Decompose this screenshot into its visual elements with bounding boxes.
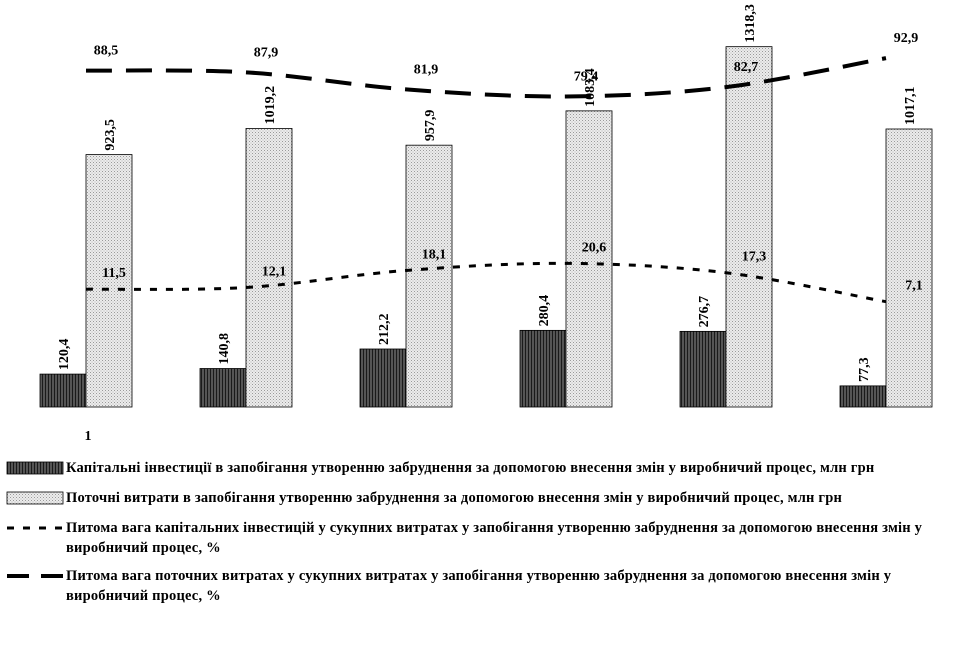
legend-label-current-expenses: Поточні витрати в запобігання утворенню … xyxy=(66,490,843,506)
current-expenses-value-label: 1318,3 xyxy=(743,4,758,43)
legend-item-capital-share: Питома вага капітальних інвестицій у сук… xyxy=(4,518,966,558)
current-expenses-bar xyxy=(885,128,933,408)
current-share-value-label: 81,9 xyxy=(414,62,439,77)
current-expenses-bar xyxy=(725,46,773,408)
capital-share-value-label: 11,5 xyxy=(102,266,126,281)
legend-item-capital-investment: Капітальні інвестиції в запобігання утво… xyxy=(4,458,966,480)
capital-investment-bar xyxy=(839,385,887,408)
current-expenses-bar xyxy=(85,154,133,408)
legend-label-capital-share: Питома вага капітальних інвестицій у сук… xyxy=(66,520,923,556)
legend: Капітальні інвестиції в запобігання утво… xyxy=(4,458,966,614)
legend-label-current-share: Питома вага поточних витратах у сукупних… xyxy=(66,568,892,604)
capital-share-value-label: 7,1 xyxy=(905,279,923,294)
current-expenses-bar xyxy=(245,128,293,408)
current-share-line xyxy=(85,56,887,99)
x-tick-label: 1 xyxy=(85,429,92,444)
capital-investment-value-label: 276,7 xyxy=(697,296,712,328)
capital-investment-bar xyxy=(679,330,727,408)
current-share-value-label: 88,5 xyxy=(94,44,119,59)
legend-swatch-light-bar xyxy=(4,488,66,510)
legend-item-current-expenses: Поточні витрати в запобігання утворенню … xyxy=(4,488,966,510)
current-share-value-label: 82,7 xyxy=(734,60,759,75)
current-expenses-bar xyxy=(565,110,613,408)
capital-investment-bar xyxy=(39,373,87,408)
capital-investment-value-label: 77,3 xyxy=(857,357,872,382)
current-expenses-bar xyxy=(405,144,453,408)
legend-swatch-short-dash-line xyxy=(4,518,66,540)
capital-investment-bar xyxy=(359,348,407,408)
current-share-value-label: 79,4 xyxy=(574,69,599,84)
capital-investment-bar xyxy=(519,329,567,408)
legend-swatch-dark-bar xyxy=(4,458,66,480)
capital-investment-value-label: 212,2 xyxy=(377,313,392,345)
capital-investment-bar xyxy=(199,368,247,408)
current-expenses-value-label: 1017,1 xyxy=(903,86,918,125)
capital-investment-value-label: 120,4 xyxy=(57,339,72,371)
current-share-value-label: 87,9 xyxy=(254,45,279,60)
current-share-value-label: 92,9 xyxy=(894,31,919,46)
capital-share-line xyxy=(85,261,887,304)
capital-share-value-label: 20,6 xyxy=(582,240,607,255)
legend-swatch-long-dash-line xyxy=(4,566,66,588)
legend-item-current-share: Питома вага поточних витратах у сукупних… xyxy=(4,566,966,606)
capital-share-value-label: 18,1 xyxy=(422,247,447,262)
capital-share-value-label: 12,1 xyxy=(262,265,287,280)
capital-investment-value-label: 280,4 xyxy=(537,295,552,327)
capital-investment-value-label: 140,8 xyxy=(217,333,232,365)
current-expenses-value-label: 957,9 xyxy=(423,110,438,142)
chart: 120,4 140,8 212,2 280,4 276,7 77,3 923,5 1019,2… xyxy=(39,4,933,444)
capital-share-value-label: 17,3 xyxy=(742,250,767,265)
legend-label-capital-investment: Капітальні інвестиції в запобігання утво… xyxy=(66,460,875,476)
current-expenses-value-label: 923,5 xyxy=(103,119,118,151)
current-expenses-value-label: 1019,2 xyxy=(263,86,278,125)
